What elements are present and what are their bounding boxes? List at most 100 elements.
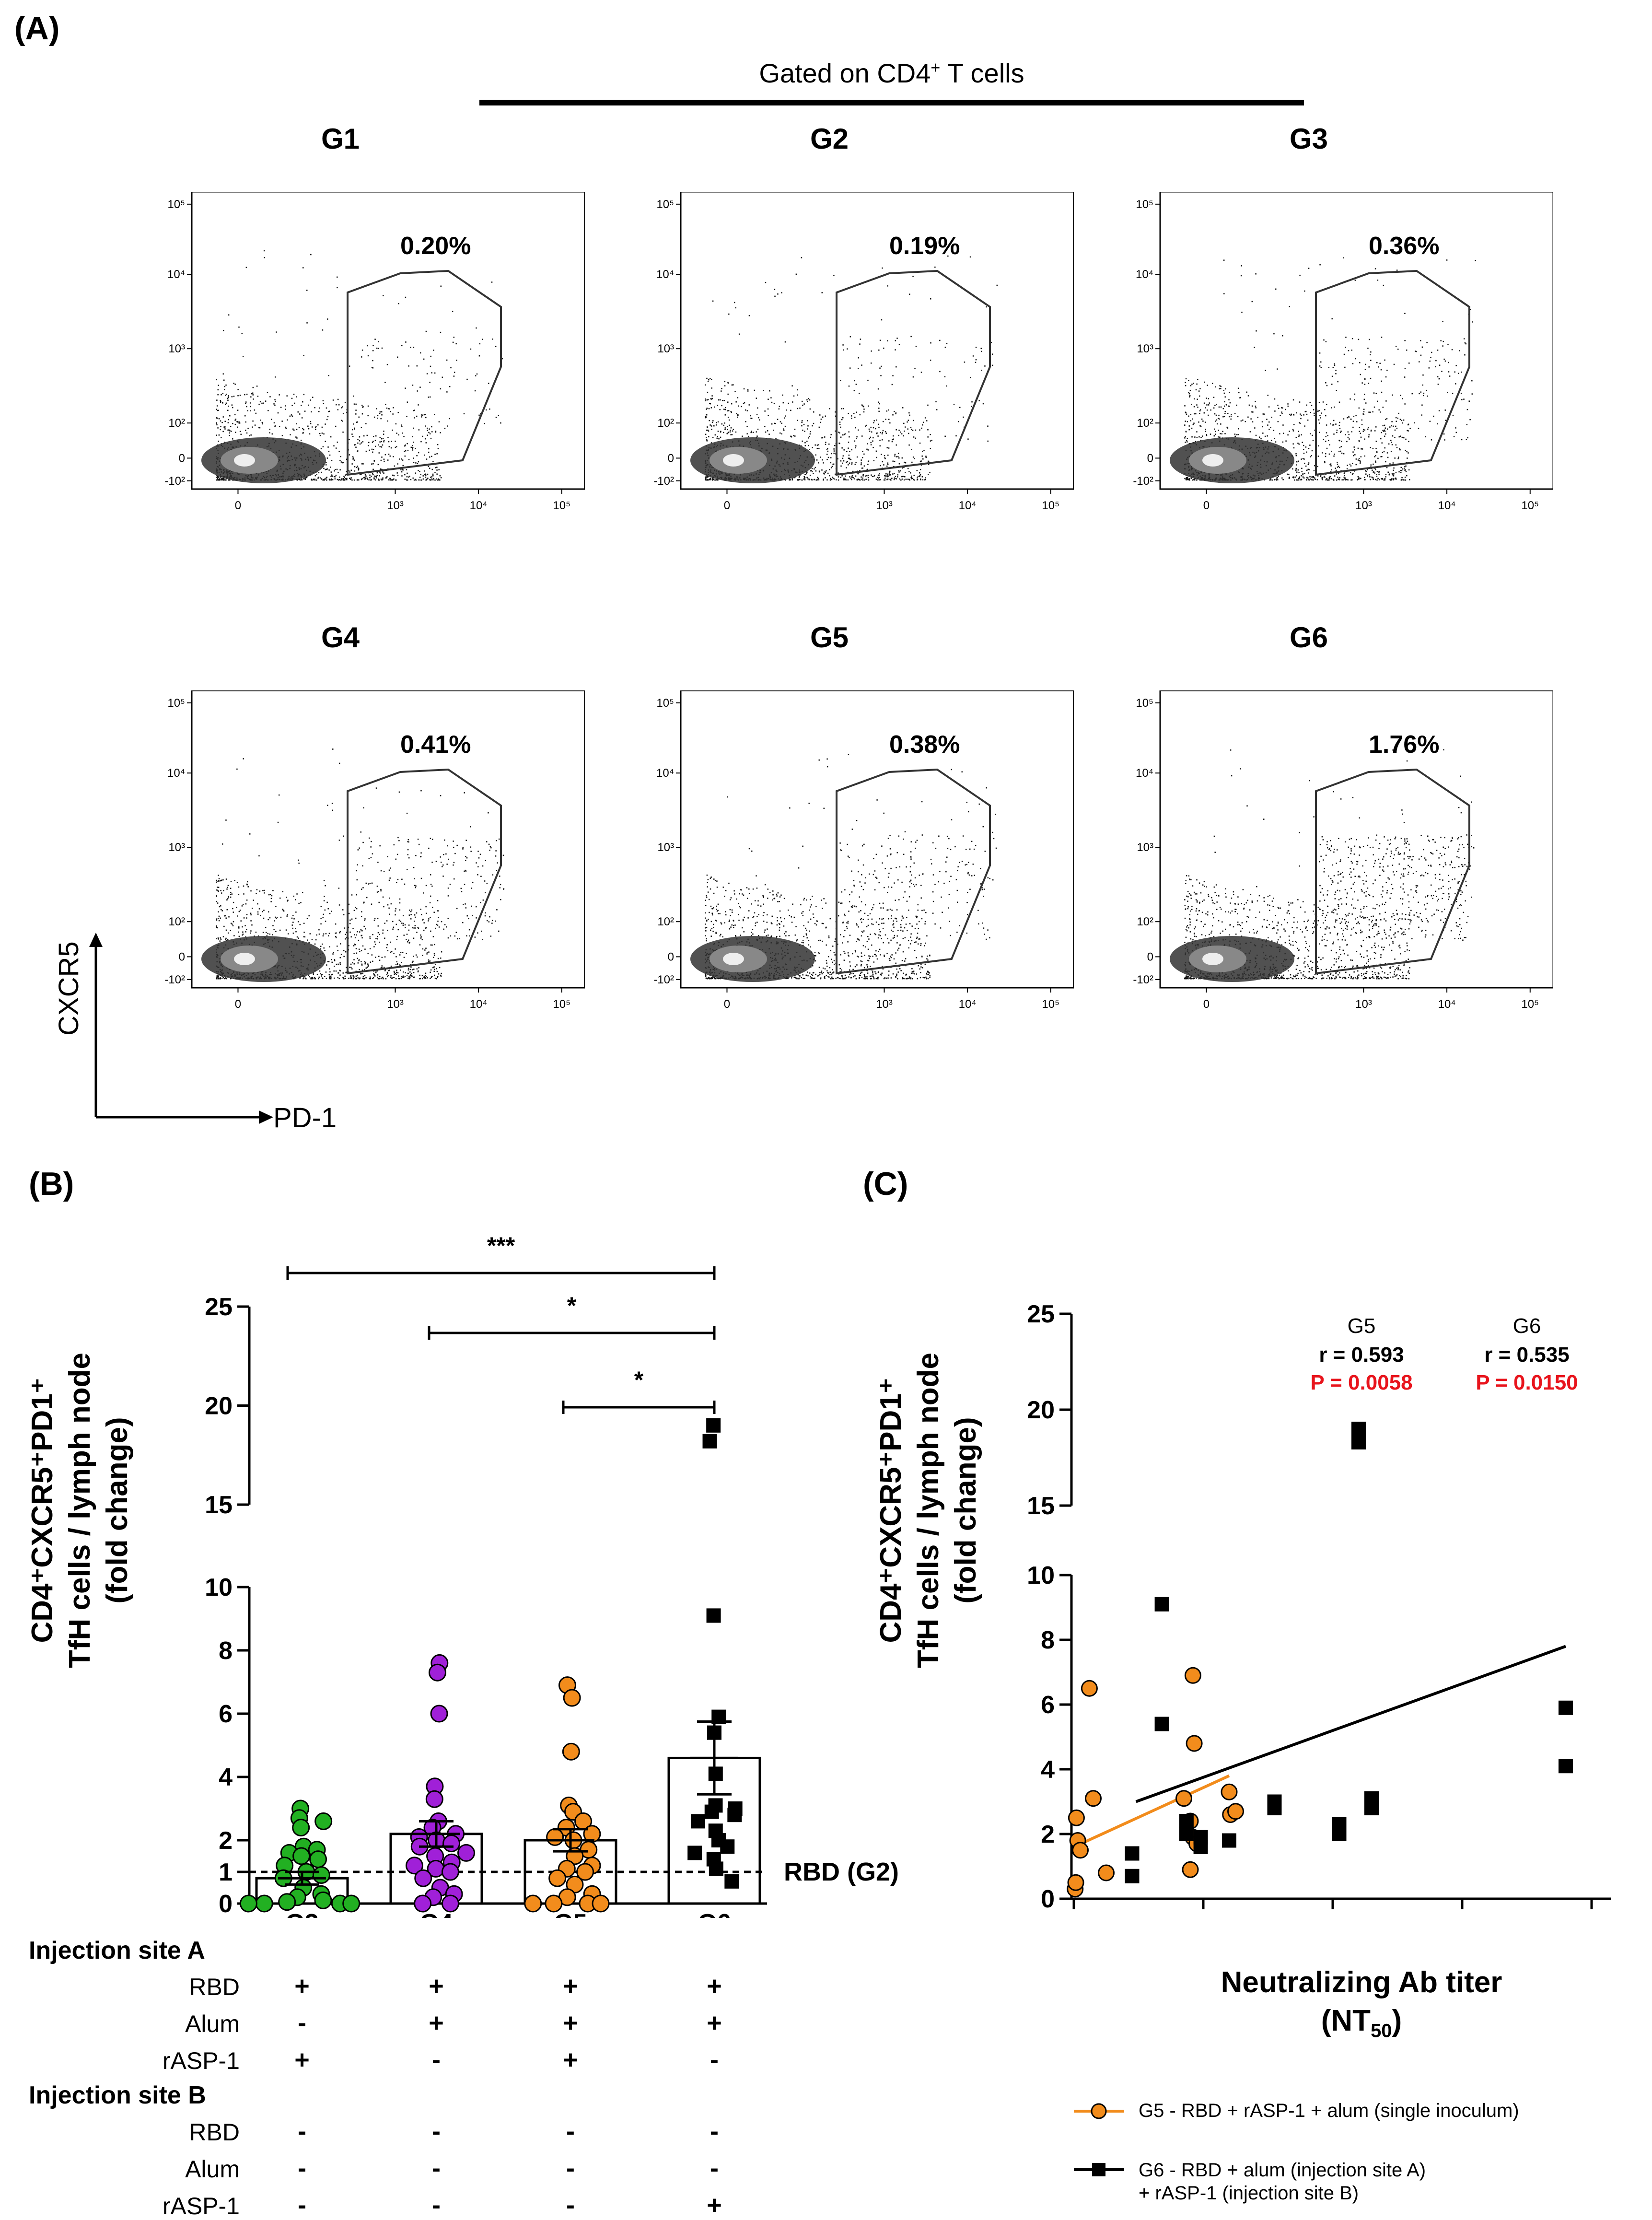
y-tick-label: 10⁴ <box>167 268 185 281</box>
gating-header-sup: + <box>931 58 940 77</box>
panel-c-x-title-l1: Neutralizing Ab titer <box>1074 1963 1649 2002</box>
significance-label: * <box>634 1367 644 1393</box>
data-point <box>720 1839 734 1854</box>
gate-percent: 0.19% <box>889 232 960 260</box>
gating-header-suffix: T cells <box>940 58 1024 88</box>
data-point <box>256 1895 272 1912</box>
legend-markers <box>1069 2093 1131 2203</box>
y-tick-label: 0 <box>179 452 185 465</box>
data-point <box>705 1805 719 1819</box>
table-cell: + <box>700 2008 729 2038</box>
stat-group: G5 <box>1348 1314 1376 1338</box>
legend-g5-marker <box>1092 2104 1106 2118</box>
y-tick-label: -10² <box>653 973 674 986</box>
series-G5 <box>1068 1668 1244 1897</box>
table-cell: - <box>556 2153 585 2183</box>
panel-c-chart: 2520151086420010000200003000040000G5r = … <box>959 1199 1652 1918</box>
y-tick-label: -10² <box>164 475 185 488</box>
x-tick-label: 30000 <box>1430 1916 1494 1918</box>
gate-percent: 0.41% <box>400 731 471 759</box>
y-tick-label: 0 <box>1147 452 1153 465</box>
pd1-axis-label: PD-1 <box>273 1102 337 1134</box>
table-cell: + <box>556 2008 585 2038</box>
gating-header-text: Gated on CD4 <box>759 58 931 88</box>
data-point <box>547 1829 563 1845</box>
data-point <box>310 1851 326 1868</box>
x-tick-label: 10⁴ <box>1438 499 1456 512</box>
data-point <box>1125 1869 1140 1883</box>
panel-c-x-title-l2: (NT50) <box>1074 2002 1649 2050</box>
y-tick-label: 4 <box>1041 1756 1055 1784</box>
y-tick-label: 10⁵ <box>656 198 674 211</box>
flow-plot-title: G5 <box>757 621 901 654</box>
data-point <box>1073 1843 1088 1858</box>
data-point <box>1228 1804 1244 1819</box>
y-tick-label: 10³ <box>657 342 674 355</box>
x-tick-label: 10⁴ <box>470 499 488 512</box>
y-tick-label: 0 <box>1041 1885 1055 1913</box>
y-tick-label: 20 <box>1027 1396 1055 1424</box>
y-tick-label: 10⁴ <box>1136 767 1153 780</box>
data-point <box>709 1766 723 1781</box>
data-point <box>1351 1422 1366 1436</box>
y-tick-label: 10³ <box>168 342 185 355</box>
y-tick-label: 10⁴ <box>167 767 185 780</box>
x-tick-label: 0 <box>235 499 241 512</box>
data-point <box>1351 1435 1366 1449</box>
data-point <box>1176 1791 1192 1806</box>
y-tick-label: 0 <box>668 950 674 963</box>
data-point <box>525 1895 541 1912</box>
data-point <box>426 1791 442 1807</box>
x-tick-label: 10⁵ <box>553 499 570 512</box>
data-point <box>1364 1801 1379 1815</box>
y-tick-label: 8 <box>219 1637 233 1665</box>
nt-subscript: 50 <box>1371 2020 1392 2041</box>
gate-percent: 0.20% <box>400 232 471 260</box>
legend-g5-label: G5 - RBD + rASP-1 + alum (single inoculu… <box>1139 2100 1519 2122</box>
table-row-label: rASP-1 <box>29 2192 240 2220</box>
significance-label: * <box>567 1292 577 1319</box>
data-point <box>343 1895 360 1912</box>
data-point <box>1332 1827 1347 1841</box>
panel-c-x-title: Neutralizing Ab titer (NT50) <box>1074 1963 1649 2050</box>
data-point <box>429 1664 445 1681</box>
table-row-label: RBD <box>29 2118 240 2146</box>
axis-arrows <box>72 906 288 1136</box>
x-tick-label: 10³ <box>387 499 404 512</box>
y-tick-label: 6 <box>1041 1691 1055 1719</box>
data-point <box>703 1434 717 1449</box>
x-tick-label: 10⁴ <box>959 499 977 512</box>
x-tick-label: 10⁵ <box>1521 499 1539 512</box>
x-tick-label: 10⁵ <box>1042 998 1059 1011</box>
table-cell: - <box>422 2116 451 2146</box>
data-point <box>1185 1668 1200 1683</box>
y-tick-label: 1 <box>219 1858 233 1886</box>
x-tick-label: 10⁵ <box>1521 998 1539 1011</box>
legend-g6-label: G6 - RBD + alum (injection site A) + rAS… <box>1139 2159 1426 2205</box>
data-point <box>1068 1875 1083 1890</box>
legend-g6-line1: G6 - RBD + alum (injection site A) <box>1139 2159 1426 2182</box>
table-cell: - <box>700 2045 729 2075</box>
y-tick-label: 8 <box>1041 1626 1055 1654</box>
y-tick-label: 20 <box>205 1392 233 1420</box>
y-tick-label: 10² <box>657 417 674 430</box>
flow-plot-title: G6 <box>1237 621 1381 654</box>
table-cell: + <box>288 2045 316 2075</box>
y-tick-label: 10³ <box>657 841 674 854</box>
table-cell: + <box>422 2008 451 2038</box>
table-cell: - <box>288 2008 316 2038</box>
data-point <box>415 1870 431 1886</box>
data-point <box>1559 1759 1573 1773</box>
flow-plot-title: G1 <box>268 122 412 155</box>
series-G6 <box>1125 1422 1573 1883</box>
table-cell: - <box>288 2116 316 2146</box>
y-tick-label: 25 <box>1027 1300 1055 1328</box>
y-tick-label: 0 <box>219 1890 233 1918</box>
data-point <box>443 1835 460 1852</box>
gate-percent: 0.38% <box>889 731 960 759</box>
data-point <box>1125 1846 1140 1861</box>
data-point <box>1179 1827 1194 1841</box>
data-point <box>1086 1791 1101 1806</box>
